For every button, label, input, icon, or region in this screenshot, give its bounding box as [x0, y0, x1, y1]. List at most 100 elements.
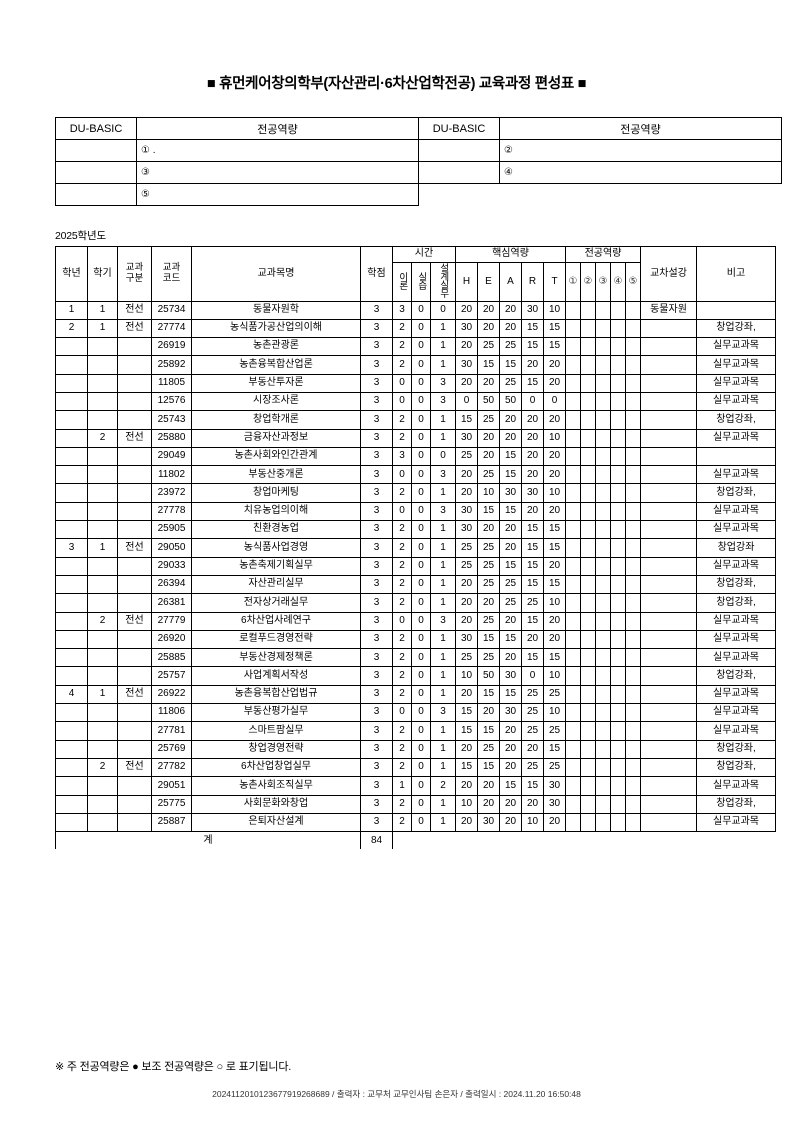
cell-core-h: 20 — [455, 612, 478, 631]
cell-core-e: 20 — [477, 300, 500, 320]
cell-time-practice: 0 — [411, 630, 431, 650]
cell-core-h: 10 — [455, 666, 478, 686]
cell-course-code: 25757 — [151, 666, 192, 686]
table-row: 27781 스마트팜실무 3 2 0 1 15 15 20 25 25 실무교과목 — [55, 721, 776, 741]
du-basic-table: DU-BASIC 전공역량 DU-BASIC 전공역량 ① . ② ③ ④ ⑤ — [55, 117, 782, 206]
cell-core-e: 20 — [477, 703, 500, 723]
cell-course-code: 26381 — [151, 593, 192, 613]
academic-year-label: 2025학년도 — [55, 230, 106, 242]
cell-core-t: 10 — [543, 483, 566, 503]
cell-core-h: 20 — [455, 465, 478, 485]
cell-major-3 — [595, 648, 611, 668]
cell-credit: 3 — [360, 300, 393, 320]
cell-core-r: 20 — [521, 447, 544, 467]
cell-time-practice: 0 — [411, 337, 431, 357]
cell-major-3 — [595, 666, 611, 686]
cell-core-r: 15 — [521, 648, 544, 668]
cell-division: 전선 — [117, 538, 152, 558]
cell-subject-name: 부동산중개론 — [191, 465, 361, 485]
cell-course-code: 25734 — [151, 300, 192, 320]
cell-course-code: 25880 — [151, 429, 192, 448]
cell-time-design: 0 — [430, 447, 456, 467]
cell-major-5 — [625, 557, 641, 576]
cell-time-practice: 0 — [411, 483, 431, 503]
cell-major-3 — [595, 776, 611, 796]
cell-division — [117, 483, 152, 503]
cell-core-e: 25 — [477, 410, 500, 430]
du-basic-right-title-header: 전공역량 — [499, 117, 782, 140]
table-row: 1 1 전선 25734 동물자원학 3 3 0 0 20 20 20 30 10 동물자원 — [55, 300, 776, 320]
du-basic-row: ③ ④ — [55, 161, 782, 184]
cell-major-5 — [625, 502, 641, 522]
cell-remark: 실무교과목 — [696, 355, 776, 375]
cell-time-theory: 2 — [392, 410, 412, 430]
cell-major-2 — [580, 429, 596, 448]
cell-time-practice: 0 — [411, 502, 431, 522]
table-row: 25892 농촌융복합산업론 3 2 0 1 30 15 15 20 20 실무교과목 — [55, 355, 776, 375]
cell-core-e: 50 — [477, 392, 500, 412]
table-row: 27778 치유농업의이해 3 0 0 3 30 15 15 20 20 실무교과목 — [55, 502, 776, 522]
cell-core-e: 25 — [477, 557, 500, 576]
table-row: 23972 창업마케팅 3 2 0 1 20 10 30 30 10 창업강좌, — [55, 483, 776, 503]
cell-subject-name: 창업마케팅 — [191, 483, 361, 503]
cell-cross-listing — [640, 429, 697, 448]
cell-credit: 3 — [360, 648, 393, 668]
cell-course-code: 27782 — [151, 758, 192, 778]
cell-core-r: 20 — [521, 355, 544, 375]
curriculum-body: 1 1 전선 25734 동물자원학 3 3 0 0 20 20 20 30 10 동물자원 2 1 전선 2777… — [55, 300, 776, 833]
cell-core-r: 25 — [521, 758, 544, 778]
cell-core-r: 15 — [521, 520, 544, 540]
cell-major-2 — [580, 795, 596, 814]
cell-major-1 — [565, 392, 581, 412]
cell-core-a: 20 — [499, 319, 522, 339]
cell-course-code: 26394 — [151, 575, 192, 595]
cell-time-practice: 0 — [411, 392, 431, 412]
cell-core-a: 15 — [499, 447, 522, 467]
cell-major-1 — [565, 666, 581, 686]
cell-credit: 3 — [360, 557, 393, 576]
cell-cross-listing — [640, 795, 697, 814]
cell-division: 전선 — [117, 758, 152, 778]
cell-subject-name: 농식품가공산업의이해 — [191, 319, 361, 339]
cell-core-t: 15 — [543, 740, 566, 759]
cell-cross-listing — [640, 740, 697, 759]
cell-major-1 — [565, 465, 581, 485]
cell-cross-listing — [640, 319, 697, 339]
cell-cross-listing: 동물자원 — [640, 300, 697, 320]
cell-major-4 — [610, 502, 626, 522]
cell-core-r: 25 — [521, 703, 544, 723]
cell-core-h: 15 — [455, 758, 478, 778]
cell-core-a: 30 — [499, 703, 522, 723]
cell-core-a: 20 — [499, 429, 522, 448]
cell-major-1 — [565, 740, 581, 759]
cell-core-e: 15 — [477, 758, 500, 778]
table-row: 25887 은퇴자산설계 3 2 0 1 20 30 20 10 20 실무교과목 — [55, 813, 776, 833]
cell-time-design: 3 — [430, 502, 456, 522]
cell-time-theory: 2 — [392, 557, 412, 576]
cell-major-4 — [610, 721, 626, 741]
cell-core-t: 20 — [543, 410, 566, 430]
cell-time-design: 1 — [430, 648, 456, 668]
du-basic-right-value: ② — [499, 139, 782, 162]
cell-remark: 실무교과목 — [696, 612, 776, 631]
cell-core-a: 20 — [499, 758, 522, 778]
cell-major-3 — [595, 630, 611, 650]
cell-cross-listing — [640, 758, 697, 778]
cell-course-code: 11806 — [151, 703, 192, 723]
cell-core-r: 20 — [521, 502, 544, 522]
cell-cross-listing — [640, 813, 697, 833]
cell-core-h: 20 — [455, 593, 478, 613]
cell-major-4 — [610, 795, 626, 814]
cell-major-5 — [625, 575, 641, 595]
cell-major-4 — [610, 538, 626, 558]
cell-major-5 — [625, 703, 641, 723]
table-row: 26381 전자상거래실무 3 2 0 1 20 20 25 25 10 창업강좌, — [55, 593, 776, 613]
cell-major-3 — [595, 575, 611, 595]
cell-core-a: 30 — [499, 483, 522, 503]
cell-major-1 — [565, 502, 581, 522]
cell-course-code: 27781 — [151, 721, 192, 741]
table-row: 26919 농촌관광론 3 2 0 1 20 25 25 15 15 실무교과목 — [55, 337, 776, 357]
header-semester: 학기 — [87, 246, 118, 302]
cell-major-2 — [580, 575, 596, 595]
cell-major-4 — [610, 648, 626, 668]
